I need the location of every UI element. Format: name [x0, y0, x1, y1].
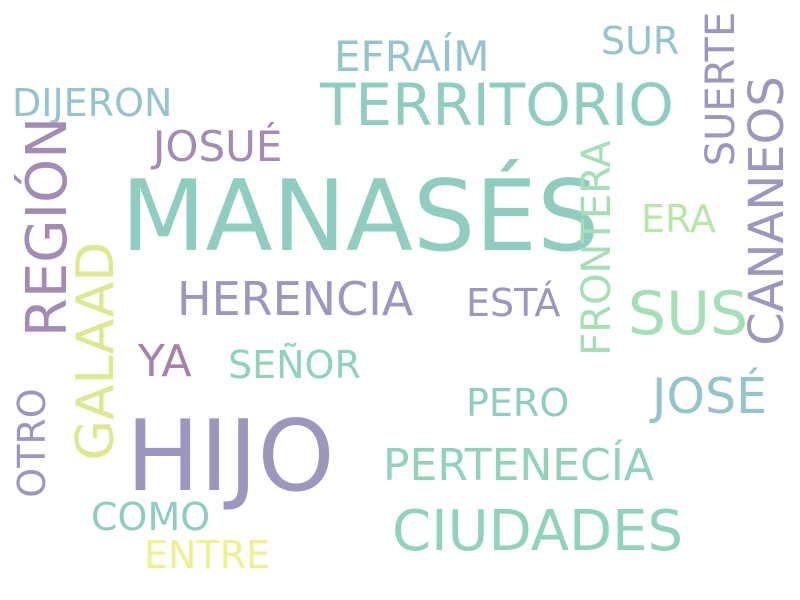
word-frontera: FRONTERA	[574, 140, 620, 356]
word-josue: JOSUÉ	[153, 122, 283, 171]
word-otro: OTRO	[10, 388, 54, 498]
word-pero: PERO	[466, 381, 570, 425]
word-senor: SEÑOR	[228, 343, 361, 387]
word-ciudades: CIUDADES	[392, 499, 684, 564]
word-jose: JOSÉ	[652, 368, 768, 425]
word-galaad: GALAAD	[66, 241, 126, 461]
word-sus: SUS	[628, 279, 749, 349]
word-cananeos: CANANEOS	[739, 76, 795, 346]
word-dijeron: DIJERON	[12, 81, 173, 125]
word-era: ERA	[641, 197, 716, 241]
word-manases: MANASÉS	[121, 160, 600, 274]
word-sur: SUR	[601, 19, 680, 63]
word-hijo: HIJO	[126, 400, 335, 514]
word-como: COMO	[91, 495, 211, 539]
word-pertenecia: PERTENECÍA	[383, 440, 654, 491]
word-territorio: TERRITORIO	[320, 71, 674, 139]
word-suerte: SUERTE	[698, 11, 744, 167]
word-entre: ENTRE	[144, 533, 271, 577]
word-esta: ESTÁ	[466, 281, 561, 325]
word-herencia: HERENCIA	[177, 272, 414, 326]
word-ya: YA	[138, 336, 192, 387]
word-efraim: EFRAÍM	[334, 32, 490, 81]
